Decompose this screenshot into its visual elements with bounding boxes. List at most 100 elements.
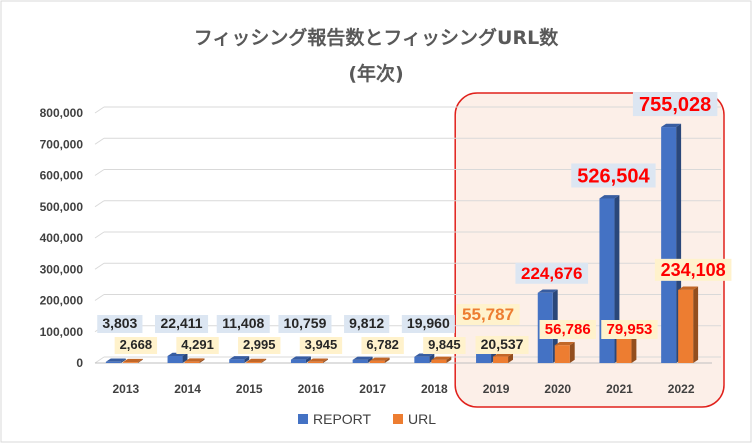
bar-report xyxy=(290,359,306,363)
bar-url-top xyxy=(678,286,699,290)
bar-url-top xyxy=(246,358,267,363)
data-label-bg xyxy=(361,337,404,354)
data-label-bg xyxy=(299,337,343,354)
bar-url-top xyxy=(493,353,513,357)
data-label-bg xyxy=(654,258,732,281)
bar-url xyxy=(122,362,138,363)
legend-label: REPORT xyxy=(313,411,372,427)
data-label-url: 4,291 xyxy=(181,337,214,352)
x-tick-label: 2020 xyxy=(544,382,571,396)
data-label-url: 2,668 xyxy=(120,337,153,352)
x-tick-label: 2013 xyxy=(112,382,139,396)
bar-report-top xyxy=(414,353,435,357)
chart-subtitle: (年次) xyxy=(348,62,403,85)
gridline-depth xyxy=(94,106,105,114)
x-tick-label: 2018 xyxy=(421,382,448,396)
data-label-bg xyxy=(114,337,158,354)
data-label-report: 3,803 xyxy=(102,315,137,331)
data-label-report: 10,759 xyxy=(284,315,327,331)
bar-report-side xyxy=(367,356,373,363)
x-tick-label: 2019 xyxy=(483,382,510,396)
data-label-bg xyxy=(456,304,520,325)
bar-url-side xyxy=(569,341,575,363)
bar-report-top xyxy=(352,356,373,360)
y-tick-label: 800,000 xyxy=(40,106,84,120)
data-label-bg xyxy=(539,320,596,339)
data-label-report: 224,676 xyxy=(521,264,582,283)
data-label-url: 3,945 xyxy=(305,337,338,352)
data-label-url: 6,782 xyxy=(366,337,399,352)
bar-url xyxy=(307,361,323,363)
data-label-report: 19,960 xyxy=(407,315,450,331)
data-label-url: 2,995 xyxy=(243,337,276,352)
bar-report-side xyxy=(305,356,311,363)
bar-report xyxy=(105,361,121,363)
bar-url-top xyxy=(307,358,328,362)
bar-url-side xyxy=(693,286,699,363)
data-label-url: 79,953 xyxy=(607,321,653,338)
bar-report-top xyxy=(537,289,558,293)
data-label-bg xyxy=(601,320,658,339)
bar-report xyxy=(167,355,183,363)
bar-url-top xyxy=(554,341,575,346)
bar-report-side xyxy=(120,358,126,363)
y-tick-label: 0 xyxy=(76,356,83,370)
bar-url-side xyxy=(631,334,637,363)
bar-url-side xyxy=(384,357,390,363)
gridline-depth xyxy=(94,137,105,145)
bar-url-side xyxy=(508,353,513,363)
y-tick-label: 500,000 xyxy=(40,200,84,214)
y-tick-label: 400,000 xyxy=(40,231,84,245)
data-label-bg xyxy=(401,315,455,333)
bar-url-top xyxy=(184,358,205,362)
y-tick-label: 700,000 xyxy=(40,137,84,151)
bar-url-top xyxy=(369,357,390,361)
legend-label: URL xyxy=(408,411,436,427)
bar-report-top xyxy=(229,356,250,360)
data-label-bg xyxy=(278,315,332,333)
gridline-depth xyxy=(94,356,105,364)
gridline-depth xyxy=(94,294,105,301)
gridline-depth xyxy=(94,169,105,176)
data-label-bg xyxy=(216,315,270,333)
y-tick-label: 300,000 xyxy=(40,262,84,276)
bar-report xyxy=(229,359,245,363)
bar-url xyxy=(431,359,447,363)
data-label-url: 9,845 xyxy=(428,337,461,352)
bar-report-side xyxy=(182,352,188,363)
y-tick-label: 100,000 xyxy=(40,325,84,339)
y-tick-label: 200,000 xyxy=(40,294,84,308)
data-label-report: 11,408 xyxy=(222,315,264,331)
data-label-bg xyxy=(571,163,656,188)
x-tick-label: 2021 xyxy=(606,382,633,396)
data-label-bg xyxy=(423,337,466,354)
bar-report-top xyxy=(599,195,620,199)
bar-url-side xyxy=(446,356,452,363)
x-tick-label: 2017 xyxy=(359,382,386,396)
data-label-bg xyxy=(632,92,718,117)
data-label-report: 9,812 xyxy=(349,315,384,331)
data-label-bg xyxy=(344,315,390,333)
bar-url xyxy=(678,289,694,363)
bar-url xyxy=(246,362,262,363)
bar-url-top xyxy=(122,358,143,363)
x-tick-label: 2016 xyxy=(298,382,325,396)
legend: REPORT URL xyxy=(298,411,436,427)
gridline-depth xyxy=(94,231,105,239)
bar-url xyxy=(369,360,385,363)
data-label-bg xyxy=(475,336,529,354)
data-label-report: 22,411 xyxy=(161,315,203,331)
data-label-bg xyxy=(238,337,281,354)
y-tick-label: 600,000 xyxy=(40,169,84,183)
data-label-url: 20,537 xyxy=(481,336,524,352)
bar-url-side xyxy=(199,358,205,363)
legend-swatch xyxy=(298,414,308,424)
bar-report-top xyxy=(290,356,311,360)
bar-url-side xyxy=(137,358,143,363)
bar-report xyxy=(414,356,430,363)
bar-url-side xyxy=(261,358,267,363)
gridline-depth xyxy=(94,262,105,270)
data-label-bg xyxy=(515,262,589,284)
